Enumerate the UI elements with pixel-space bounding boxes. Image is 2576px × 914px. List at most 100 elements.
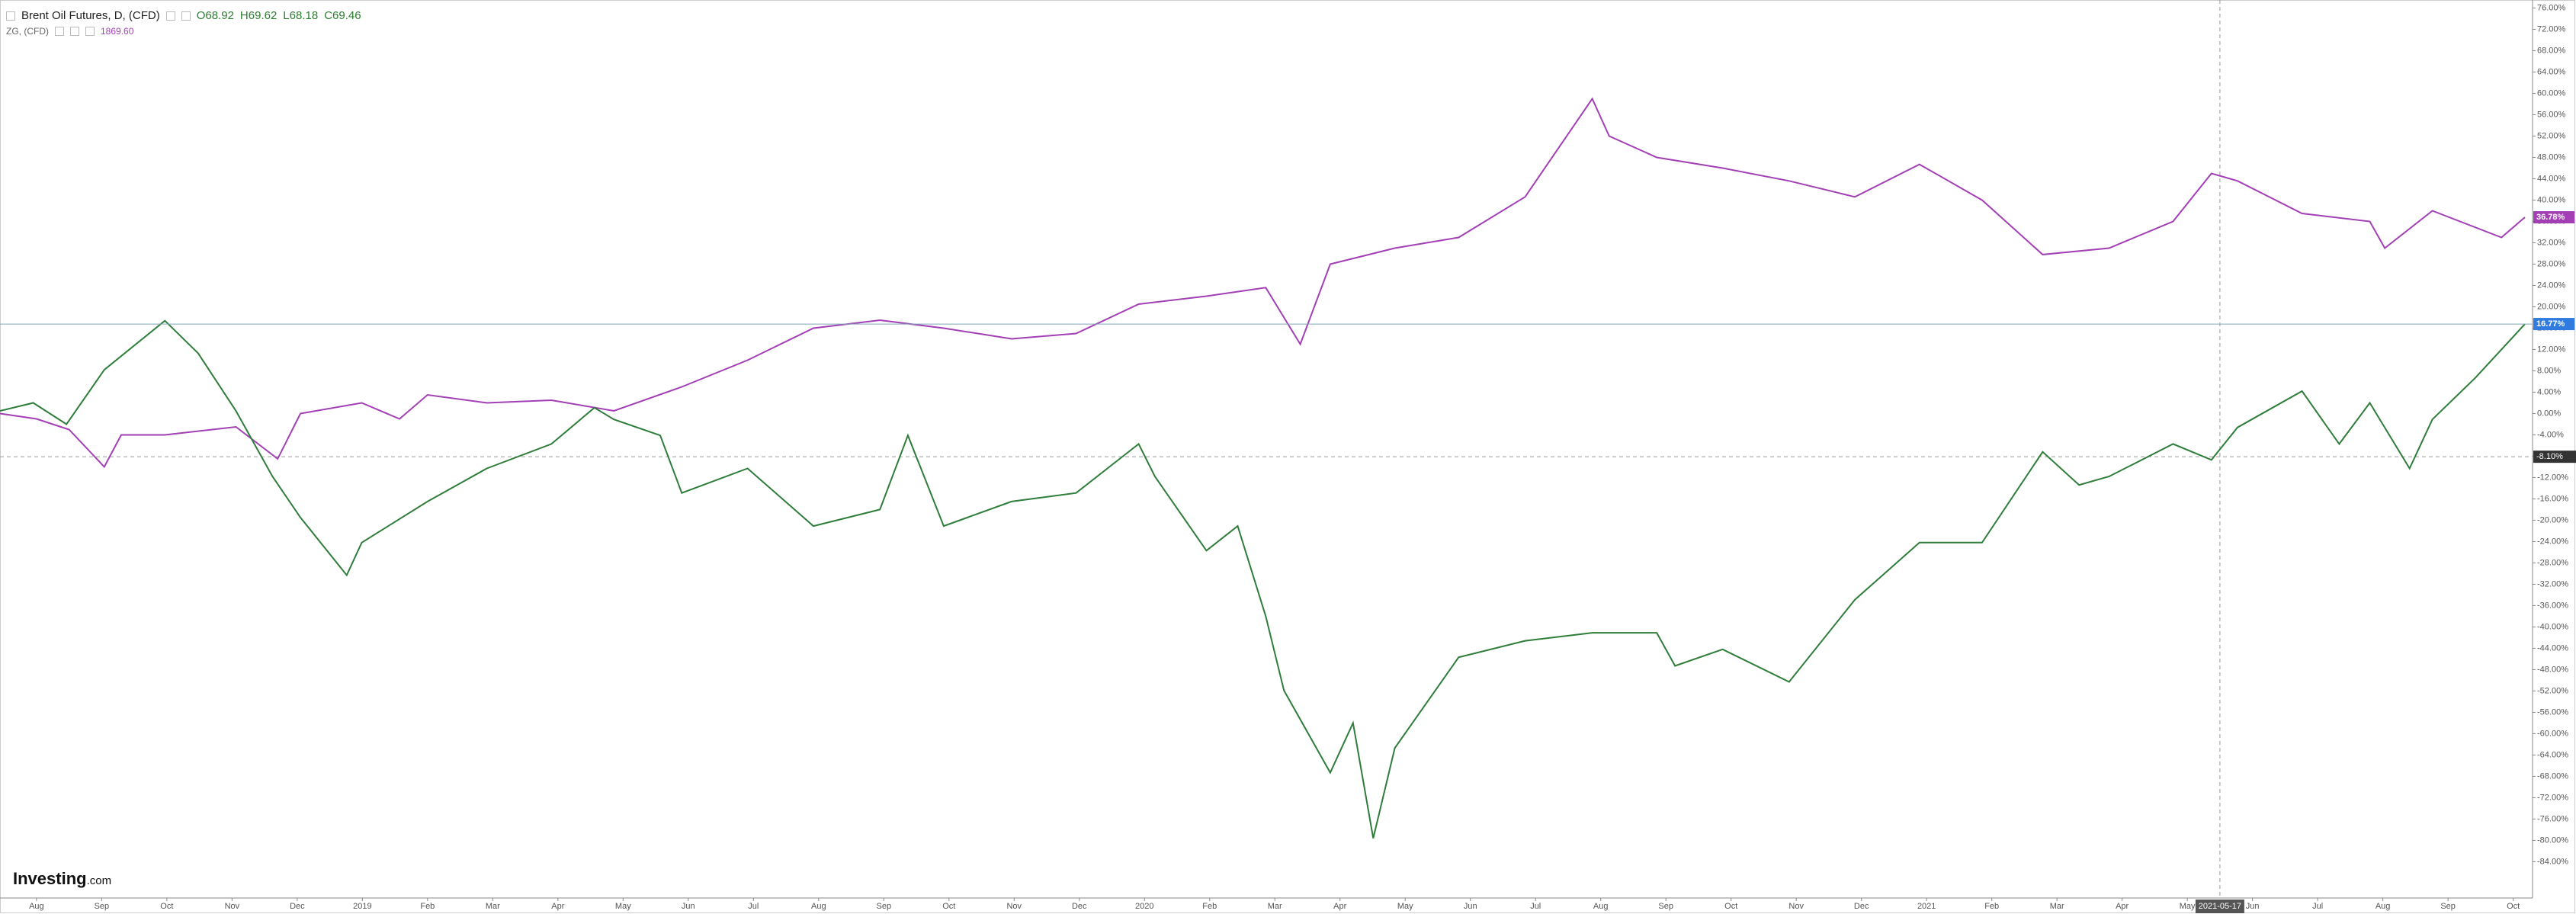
y-tick-label: 56.00% — [2537, 110, 2566, 119]
x-tick-label: Sep — [95, 902, 110, 911]
crosshair-y-label: -8.10% — [2536, 452, 2563, 461]
y-tick-label: -80.00% — [2537, 835, 2568, 845]
y-tick-label: 0.00% — [2537, 409, 2561, 418]
x-tick-label: Jul — [1530, 902, 1541, 911]
x-tick-label: 2019 — [353, 902, 371, 911]
compare-header: ZG, (CFD) 1869.60 — [6, 26, 133, 37]
y-tick-label: 64.00% — [2537, 67, 2566, 76]
x-tick-label: Jun — [682, 902, 695, 911]
y-tick-label: -48.00% — [2537, 665, 2568, 674]
crosshair-x-tag — [2195, 900, 2244, 913]
header: Brent Oil Futures, D, (CFD) O68.92 H69.6… — [6, 9, 361, 22]
x-tick-label: Dec — [1854, 902, 1869, 911]
compare-symbol[interactable]: ZG, (CFD) — [6, 26, 49, 37]
x-tick-label: Apr — [551, 902, 564, 911]
x-tick-label: Aug — [1593, 902, 1609, 911]
y-tick-label: -20.00% — [2537, 515, 2568, 524]
x-tick-label: Mar — [486, 902, 500, 911]
icon[interactable] — [55, 27, 64, 36]
symbol[interactable]: Brent Oil Futures, D, (CFD) — [21, 9, 160, 22]
last-value-tag — [2533, 318, 2574, 331]
x-tick-label: Dec — [290, 902, 305, 911]
series-line — [0, 319, 2526, 839]
y-tick-label: 8.00% — [2537, 366, 2561, 375]
x-tick-label: Aug — [29, 902, 44, 911]
y-tick-label: 60.00% — [2537, 88, 2566, 98]
y-tick-label: -12.00% — [2537, 473, 2568, 482]
x-tick-label: Oct — [1724, 902, 1737, 911]
high: H69.62 — [239, 9, 277, 22]
y-tick-label: -4.00% — [2537, 430, 2564, 439]
y-tick-label: -16.00% — [2537, 494, 2568, 503]
y-tick-label: 44.00% — [2537, 174, 2566, 183]
last-value-label: 36.78% — [2536, 213, 2565, 222]
y-tick-label: 52.00% — [2537, 131, 2566, 140]
y-tick-label: -56.00% — [2537, 707, 2568, 717]
x-tick-label: Feb — [420, 902, 435, 911]
y-tick-label: -40.00% — [2537, 622, 2568, 631]
last-value-label: 16.77% — [2536, 319, 2565, 329]
x-tick-label: Mar — [1268, 902, 1282, 911]
x-tick-label: Sep — [2440, 902, 2456, 911]
x-tick-label: May — [1397, 902, 1413, 911]
x-tick-label: May — [2180, 902, 2196, 911]
y-tick-label: -36.00% — [2537, 601, 2568, 610]
series-line — [0, 97, 2526, 469]
x-tick-label: Nov — [225, 902, 240, 911]
x-tick-label: 2020 — [1135, 902, 1153, 911]
y-tick-label: 28.00% — [2537, 259, 2566, 268]
x-tick-label: Oct — [2507, 902, 2520, 911]
open: O68.92 — [196, 9, 234, 22]
logo-brand: Investing — [13, 869, 87, 888]
x-tick-label: Aug — [2376, 902, 2391, 911]
x-tick-label: Apr — [2116, 902, 2128, 911]
y-tick-label: -84.00% — [2537, 857, 2568, 866]
x-tick-label: Oct — [942, 902, 955, 911]
x-tick-label: Oct — [160, 902, 173, 911]
logo: Investing.com — [13, 869, 111, 889]
x-tick-label: 2021 — [1917, 902, 1936, 911]
y-tick-label: 72.00% — [2537, 24, 2566, 34]
y-tick-label: 68.00% — [2537, 46, 2566, 55]
last-value-tag — [2533, 211, 2574, 224]
y-tick-label: -28.00% — [2537, 558, 2568, 567]
icon[interactable] — [165, 11, 175, 21]
x-tick-label: Jun — [1464, 902, 1477, 911]
y-tick-label: 4.00% — [2537, 387, 2561, 396]
compare-price: 1869.60 — [101, 26, 134, 37]
icon[interactable] — [70, 27, 79, 36]
y-tick-label: -76.00% — [2537, 814, 2568, 823]
y-tick-label: 32.00% — [2537, 238, 2566, 247]
crosshair-x-label: 2021-05-17 — [2199, 902, 2241, 911]
x-tick-label: Apr — [1333, 902, 1346, 911]
y-tick-label: -44.00% — [2537, 643, 2568, 653]
x-tick-label: Feb — [1984, 902, 1999, 911]
x-tick-label: Jun — [2246, 902, 2260, 911]
y-tick-label: -64.00% — [2537, 750, 2568, 759]
low: L68.18 — [283, 9, 319, 22]
icon[interactable] — [85, 27, 95, 36]
y-tick-label: 40.00% — [2537, 195, 2566, 204]
y-tick-label: 20.00% — [2537, 302, 2566, 311]
x-tick-label: Sep — [1658, 902, 1673, 911]
x-tick-label: Jul — [2312, 902, 2323, 911]
crosshair-y-tag — [2533, 451, 2576, 463]
y-tick-label: -68.00% — [2537, 771, 2568, 781]
icon[interactable] — [6, 11, 15, 21]
x-tick-label: Feb — [1202, 902, 1217, 911]
x-tick-label: Sep — [877, 902, 892, 911]
icon[interactable] — [181, 11, 191, 21]
y-tick-label: 24.00% — [2537, 281, 2566, 290]
x-tick-label: Dec — [1072, 902, 1087, 911]
y-tick-label: 76.00% — [2537, 3, 2566, 12]
y-tick-label: -72.00% — [2537, 793, 2568, 802]
y-tick-label: -32.00% — [2537, 579, 2568, 588]
logo-suffix: .com — [86, 874, 112, 887]
y-tick-label: 48.00% — [2537, 152, 2566, 162]
y-tick-label: 12.00% — [2537, 345, 2566, 354]
x-tick-label: Mar — [2050, 902, 2064, 911]
x-tick-label: Nov — [1788, 902, 1804, 911]
close: C69.46 — [324, 9, 361, 22]
